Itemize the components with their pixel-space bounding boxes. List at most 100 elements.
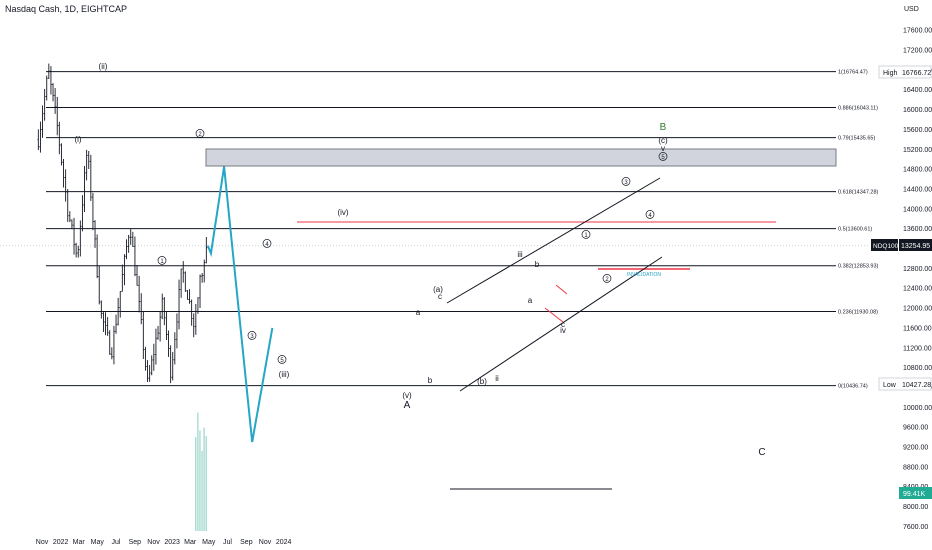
wave-label: c	[438, 292, 442, 301]
wave-label: v	[661, 144, 665, 153]
price-tick-label: 14800.00	[903, 167, 932, 174]
time-tick-label: Mar	[73, 539, 86, 546]
fib-level-label: 1(16764.47)	[838, 70, 868, 76]
wave-label: C	[758, 447, 765, 458]
wave-label-circle	[581, 230, 591, 239]
time-tick-label: Nov	[36, 539, 49, 546]
volume-bar	[205, 436, 207, 531]
volume-bars	[195, 412, 207, 531]
price-tick-label: 14000.00	[903, 206, 932, 213]
wave-label: 5	[280, 358, 284, 364]
fib-level-label: 0(10436.74)	[838, 384, 868, 390]
time-tick-label: Nov	[259, 539, 272, 546]
wave-label: INVALIDATION	[627, 272, 661, 278]
high-label: High	[883, 70, 898, 77]
price-tick-label: 15600.00	[903, 127, 932, 134]
low-tag	[878, 377, 932, 391]
time-tick-label: Sep	[129, 539, 142, 546]
wave-label: 2	[198, 132, 202, 138]
price-tick-label: 12000.00	[903, 306, 932, 313]
time-tick-label: Nov	[147, 539, 160, 546]
wave-label: (i)	[74, 135, 81, 144]
resistance-zone	[205, 148, 837, 167]
time-tick-label: Sep	[240, 539, 253, 546]
wave-label: 1	[160, 259, 164, 265]
price-tick-label: 9600.00	[903, 425, 928, 432]
wave-label: a	[528, 296, 533, 305]
volume-bar	[203, 427, 205, 531]
price-tick-label: 16400.00	[903, 87, 932, 94]
time-tick-label: 2023	[164, 539, 180, 546]
wave-label-circle	[262, 239, 272, 248]
time-axis[interactable]: Nov 2022 Mar May Jul Sep Nov 2023 Mar May Jul Sep No…	[36, 539, 292, 546]
wave-label: a	[416, 308, 421, 317]
wave-label: 4	[265, 242, 269, 248]
price-tick-label: 11200.00	[903, 345, 932, 352]
fib-level-label: 0.5(13600.61)	[838, 227, 872, 233]
low-label: Low	[883, 382, 897, 389]
price-tick-label: 17600.00	[903, 28, 932, 35]
high-tag	[878, 65, 932, 79]
wave-label-circle	[157, 256, 167, 265]
wave-label: b	[535, 260, 540, 269]
volume-tag	[899, 487, 932, 499]
wave-label-circle	[277, 355, 287, 364]
wave-label: b	[428, 376, 433, 385]
current-price-tag	[899, 239, 932, 251]
wave-label: (v)	[402, 391, 412, 400]
price-tick-label: 7600.00	[903, 524, 928, 531]
price-tick-label: 14400.00	[903, 186, 932, 193]
time-tick-label: May	[202, 539, 216, 546]
price-axis-currency: USD	[904, 6, 919, 13]
volume-bar	[197, 412, 199, 531]
fib-level-label: 0.79(15435.65)	[838, 136, 875, 142]
price-tick-label: 10000.00	[903, 405, 932, 412]
volume-bar	[195, 437, 197, 531]
sub-channel-b	[555, 284, 568, 295]
fib-level-label: 0.618(14347.28)	[838, 190, 879, 196]
time-tick-label: Jul	[111, 539, 120, 546]
low-value: 10427.28	[902, 382, 931, 389]
wave-label: (iii)	[279, 370, 290, 379]
wave-label: (a)	[433, 285, 443, 294]
volume-bar	[199, 430, 201, 531]
price-tick-label: 12400.00	[903, 286, 932, 293]
time-tick-label: May	[91, 539, 105, 546]
wave-label: 3	[250, 334, 254, 340]
price-axis[interactable]: USD 17600.0017200.0016800.0016400.001600…	[871, 6, 932, 531]
time-tick-label: Jul	[223, 539, 232, 546]
chart-title: Nasdaq Cash, 1D, EIGHTCAP	[5, 4, 127, 14]
price-tick-label: 11600.00	[903, 325, 932, 332]
wave-label-circle	[247, 331, 257, 340]
wave-label: 4	[648, 213, 652, 219]
volume-bar	[201, 450, 203, 531]
price-tick-label: 10800.00	[903, 365, 932, 372]
wave-label: B	[660, 122, 667, 133]
wave-label-circle	[195, 129, 205, 138]
sub-channel-a	[544, 307, 564, 323]
wave-label: ii	[495, 374, 499, 383]
wave-label: c	[561, 320, 565, 329]
wave-label: (iv)	[337, 208, 348, 217]
price-tick-label: 17200.00	[903, 48, 932, 55]
fib-retracement: 1(16764.47) 0.886(16043.11) 0.79(15435.65)…	[0, 70, 879, 390]
price-tick-label: 8000.00	[903, 504, 928, 511]
volume-value: 99.41K	[903, 491, 926, 498]
wave-label-circle	[658, 152, 668, 161]
wave-label-circle	[621, 177, 631, 186]
time-tick-label: 2022	[53, 539, 69, 546]
price-tick-label: 15200.00	[903, 147, 932, 154]
projection-path	[206, 166, 274, 443]
wave-label: (b)	[477, 377, 487, 386]
channel-lower	[459, 256, 663, 392]
current-symbol: NDQ100	[873, 243, 899, 250]
current-symbol-tag	[871, 239, 898, 251]
wave-label: 3	[624, 180, 628, 186]
wave-label: iv	[560, 326, 566, 335]
wave-label-circle	[602, 274, 612, 283]
wave-label: A	[404, 400, 411, 411]
fib-level-label: 0.886(16043.11)	[838, 105, 878, 111]
price-tick-label: 9200.00	[903, 445, 928, 452]
current-price: 13254.95	[901, 243, 930, 250]
